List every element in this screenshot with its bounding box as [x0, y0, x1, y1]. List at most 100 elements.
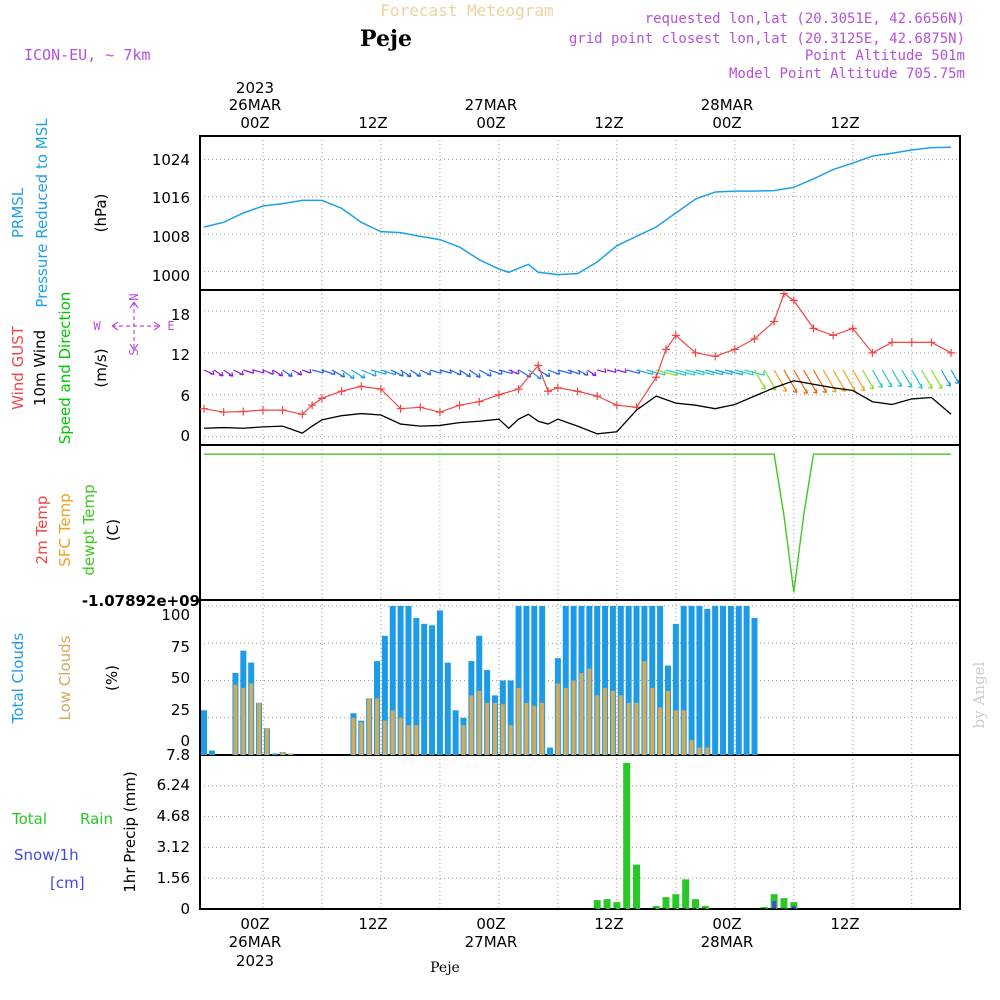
wind-arrow	[862, 369, 875, 390]
gust-marker	[278, 406, 287, 415]
precip-ytick: 7.8	[166, 746, 190, 764]
total-cloud-bar	[649, 605, 656, 755]
wind-arrow	[213, 369, 224, 377]
wind-arrow	[341, 369, 355, 380]
bottom-tick-label: 00Z	[476, 915, 505, 933]
snow-label: Snow/1h	[14, 846, 79, 864]
wind-speed-line	[203, 380, 952, 435]
total-cloud-bar	[712, 605, 719, 755]
gust-marker	[711, 352, 720, 361]
low-cloud-bar	[681, 710, 686, 755]
total-cloud-bar	[672, 623, 679, 755]
wind-arrow	[262, 369, 275, 375]
location-title: Peje	[360, 26, 412, 52]
wind-arrow	[587, 369, 597, 377]
gust-marker	[475, 397, 484, 406]
gust-marker	[907, 338, 916, 347]
wind-arrow	[606, 368, 617, 373]
compass-arrowheads	[111, 301, 161, 351]
wind-arrow	[705, 369, 724, 376]
pressure-ytick: 1000	[152, 267, 190, 285]
wind-arrow	[852, 369, 866, 392]
rain-bar	[790, 902, 798, 909]
snow-unit: [cm]	[50, 874, 85, 892]
total-cloud-bar	[421, 623, 428, 755]
top-date-2: 27MAR	[465, 96, 518, 114]
low-cloud-bar	[367, 698, 372, 755]
bottom-year: 2023	[236, 952, 274, 970]
rain-bar	[672, 894, 680, 909]
gust-marker	[239, 407, 248, 416]
bottom-tick-label: 12Z	[594, 915, 623, 933]
bottom-date-1: 26MAR	[229, 933, 282, 951]
gust-marker	[317, 394, 326, 403]
gust-marker	[868, 348, 877, 357]
low-cloud-bar	[555, 683, 560, 755]
cloud-ytick: 100	[161, 606, 190, 624]
wind-arrow	[508, 369, 520, 375]
wind-arrow	[911, 369, 923, 389]
total-cloud-bar	[208, 750, 215, 755]
low-cloud-bar	[532, 705, 537, 755]
low-cloud-bar	[390, 710, 395, 755]
total-cloud-bar	[594, 605, 601, 755]
total-cloud-bar	[680, 605, 687, 755]
total-cloud-bar	[436, 610, 443, 755]
watermark: by Angel	[970, 661, 988, 728]
gust-marker	[671, 331, 680, 340]
total-clouds-label: Total Clouds	[9, 633, 27, 725]
dewpoint-label: dewpt Temp	[80, 484, 98, 575]
total-cloud-bar	[657, 605, 664, 755]
gust-marker	[779, 289, 788, 298]
precip-panel-frame	[199, 754, 961, 910]
low-cloud-bar	[257, 702, 262, 755]
cloud-unit: (%)	[103, 665, 121, 691]
low-cloud-bar	[485, 702, 490, 755]
total-cloud-bar	[429, 625, 436, 755]
low-cloud-bar	[359, 722, 364, 755]
low-cloud-bar	[414, 725, 419, 755]
gust-marker	[750, 334, 759, 343]
compass-east: E	[167, 319, 174, 333]
total-cloud-bar	[743, 605, 750, 755]
rain-bar	[593, 900, 601, 909]
low-cloud-bar	[492, 702, 497, 755]
temp-panel-frame	[199, 444, 961, 601]
total-cloud-bar	[727, 605, 734, 755]
temp-unit: (C)	[104, 519, 122, 541]
gust-marker	[612, 401, 621, 410]
low-cloud-bar	[626, 702, 631, 755]
low-cloud-bar	[375, 698, 380, 755]
total-cloud-bar	[452, 710, 459, 755]
bottom-date-3: 28MAR	[701, 933, 754, 951]
gust-marker	[789, 296, 798, 305]
wind-label: 10m Wind	[31, 330, 49, 406]
gust-marker	[544, 387, 553, 396]
gust-marker	[435, 408, 444, 417]
rain-bar	[662, 897, 670, 909]
total-cloud-bar	[201, 710, 207, 755]
top-date-3: 28MAR	[701, 96, 754, 114]
gust-marker	[593, 392, 602, 401]
rain-bar	[633, 864, 641, 909]
wind-arrow	[528, 369, 542, 380]
wind-arrow	[223, 369, 234, 377]
bottom-tick-label: 12Z	[358, 915, 387, 933]
low-cloud-bar	[595, 695, 600, 755]
wind-ytick: 12	[171, 346, 190, 364]
low-cloud-bar	[603, 687, 608, 755]
rain-bar	[623, 762, 631, 909]
wind-series	[200, 289, 956, 435]
bottom-tick-label: 12Z	[830, 915, 859, 933]
gust-marker	[337, 387, 346, 396]
precip-unit: 1hr Precip (mm)	[121, 771, 139, 892]
wind-arrow	[812, 369, 828, 394]
compass-north: N	[127, 293, 141, 300]
low-cloud-bar	[382, 720, 387, 755]
gust-marker	[494, 390, 503, 399]
pressure-label: Pressure Reduced to MSL	[33, 118, 51, 308]
total-cloud-bar	[405, 605, 412, 755]
low-cloud-bar	[241, 687, 246, 755]
wind-arrow	[302, 368, 312, 374]
